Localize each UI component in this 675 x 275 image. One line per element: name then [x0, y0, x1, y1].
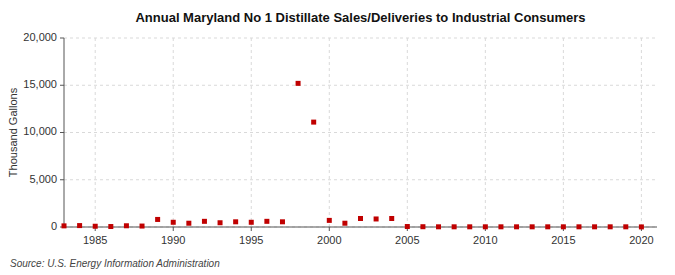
- point: [327, 218, 332, 223]
- x-tick-label: 2015: [551, 234, 575, 246]
- point: [545, 224, 550, 229]
- point: [420, 224, 425, 229]
- point: [124, 223, 129, 228]
- y-tick-label: 5,000: [29, 173, 57, 185]
- x-tick-label: 2010: [473, 234, 497, 246]
- chart: 0 5,000 10,000 15,000 20,000 1985 1990 1995 2000…: [0, 0, 675, 275]
- point: [77, 223, 82, 228]
- y-grid-line: [64, 38, 657, 39]
- x-tick-label: 2020: [629, 234, 653, 246]
- point: [514, 224, 519, 229]
- grid: [64, 38, 657, 227]
- point: [608, 224, 613, 229]
- point: [342, 221, 347, 226]
- point: [530, 224, 535, 229]
- x-axis-line: [64, 227, 657, 228]
- point: [264, 219, 269, 224]
- y-grid-line: [64, 227, 657, 228]
- point: [639, 224, 644, 229]
- y-axis-label: Thousand Gallons: [7, 87, 19, 177]
- y-tick: [60, 38, 64, 39]
- x-grid-line: [485, 38, 486, 227]
- point: [155, 217, 160, 222]
- points: [62, 81, 644, 230]
- point: [62, 223, 67, 228]
- point: [202, 219, 207, 224]
- y-tick-label: 20,000: [23, 31, 57, 43]
- y-grid-line: [64, 179, 657, 180]
- point: [249, 220, 254, 225]
- y-grid-line: [64, 132, 657, 133]
- x-tick-label: 1990: [161, 234, 185, 246]
- point: [280, 219, 285, 224]
- x-grid-line: [173, 38, 174, 227]
- point: [405, 224, 410, 229]
- point: [233, 219, 238, 224]
- y-tick: [60, 132, 64, 133]
- title: Annual Maryland No 1 Distillate Sales/De…: [135, 10, 585, 25]
- x-tick-label: 1995: [239, 234, 263, 246]
- x-grid-line: [641, 38, 642, 227]
- y-tick-label: 0: [51, 220, 57, 232]
- point: [140, 224, 145, 229]
- x-tick-label: 1985: [83, 234, 107, 246]
- x-grid-line: [95, 38, 96, 227]
- y-tick: [60, 85, 64, 86]
- y-tick-label: 15,000: [23, 78, 57, 90]
- x-grid-line: [251, 38, 252, 227]
- point: [108, 224, 113, 229]
- point: [218, 220, 223, 225]
- x-grid-line: [563, 38, 564, 227]
- point: [186, 221, 191, 226]
- point: [452, 224, 457, 229]
- x-tick: [173, 227, 174, 231]
- x-grid-line: [329, 38, 330, 227]
- point: [467, 224, 472, 229]
- y-tick-label: 10,000: [23, 125, 57, 137]
- plot-area: [64, 38, 657, 227]
- point: [389, 216, 394, 221]
- x-tick: [251, 227, 252, 231]
- y-grid-line: [64, 85, 657, 86]
- point: [311, 120, 316, 125]
- point: [498, 224, 503, 229]
- point: [576, 224, 581, 229]
- x-grid-line: [407, 38, 408, 227]
- y-tick: [60, 179, 64, 180]
- point: [623, 224, 628, 229]
- x-tick-label: 2005: [395, 234, 419, 246]
- chart-container: 0 5,000 10,000 15,000 20,000 1985 1990 1995 2000…: [0, 0, 675, 275]
- point: [436, 224, 441, 229]
- point: [358, 216, 363, 221]
- point: [171, 220, 176, 225]
- point: [374, 216, 379, 221]
- point: [561, 224, 566, 229]
- point: [592, 224, 597, 229]
- x-tick-label: 2000: [317, 234, 341, 246]
- source-note: Source: U.S. Energy Information Administ…: [10, 258, 220, 269]
- point: [296, 81, 301, 86]
- point: [93, 224, 98, 229]
- y-axis-line: [64, 38, 65, 227]
- x-tick: [329, 227, 330, 231]
- point: [483, 224, 488, 229]
